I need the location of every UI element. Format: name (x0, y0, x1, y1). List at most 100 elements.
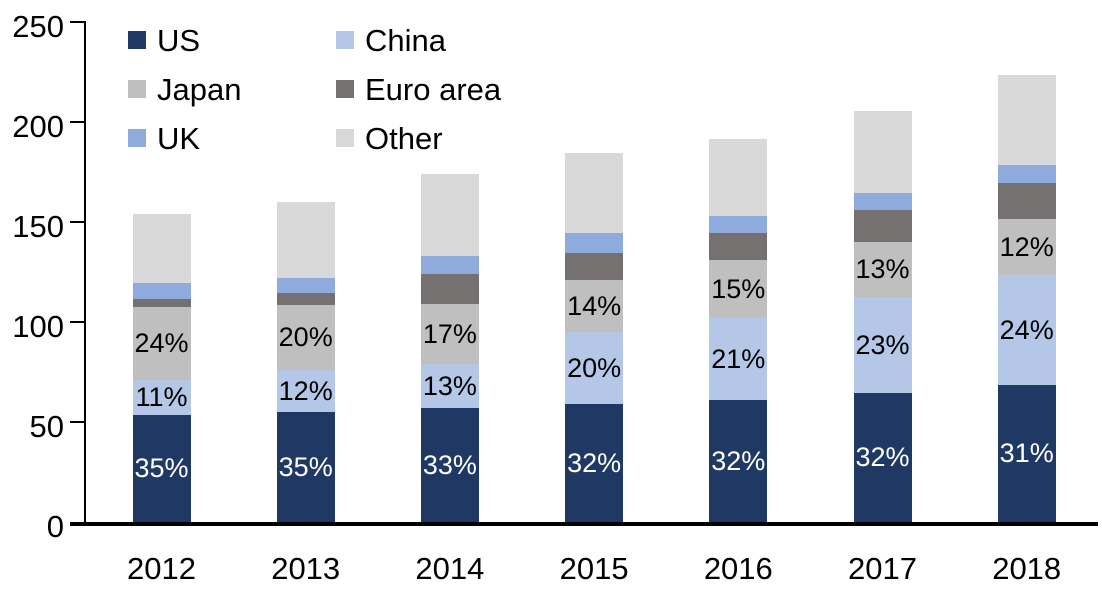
bar-segment-china-2015 (565, 332, 624, 404)
legend-item-other: Other (336, 120, 443, 156)
bar-segment-euro-area-2017 (853, 210, 912, 242)
bar-segment-japan-2013 (276, 305, 335, 370)
legend-swatch-uk (128, 129, 146, 147)
y-tick-label-50: 50 (29, 409, 64, 444)
bar-segment-uk-2012 (132, 283, 191, 299)
y-tick-250 (69, 20, 86, 24)
year-label-2013: 2013 (271, 551, 341, 586)
legend-label-other: Other (365, 120, 443, 156)
year-label-2018: 2018 (992, 551, 1062, 586)
bar-segment-uk-2016 (709, 216, 768, 233)
bar-segment-euro-area-2012 (132, 299, 191, 307)
segment-label-japan-2015: 14% (567, 290, 622, 321)
segment-label-china-2018: 24% (999, 314, 1054, 345)
legend-label-uk: UK (157, 120, 201, 156)
bar-segment-euro-area-2016 (709, 233, 768, 260)
bar-segment-euro-area-2013 (276, 293, 335, 305)
bar-segment-other-2017 (853, 111, 912, 193)
year-label-2017: 2017 (848, 551, 917, 586)
legend-swatch-us (128, 31, 146, 49)
legend-item-us: US (128, 22, 201, 58)
bar-segment-us-2015 (565, 404, 624, 522)
bar-segment-japan-2012 (132, 307, 191, 380)
segment-label-japan-2012: 24% (134, 328, 189, 358)
legend-swatch-japan (128, 80, 146, 98)
bar-segment-euro-area-2015 (565, 253, 624, 280)
legend-label-us: US (157, 22, 201, 58)
segment-label-us-2012: 35% (134, 453, 189, 483)
segment-label-japan-2013: 20% (278, 322, 333, 352)
legend-item-euro-area: Euro area (336, 71, 502, 107)
legend-label-japan: Japan (157, 71, 242, 107)
chart-legend: US China Japan Euro area UK Other (0, 0, 700, 170)
year-label-2012: 2012 (127, 551, 196, 586)
bar-segment-other-2013 (276, 202, 335, 278)
segment-label-us-2016: 32% (711, 445, 766, 476)
segment-label-china-2014: 13% (422, 370, 477, 401)
year-label-2016: 2016 (703, 551, 773, 586)
year-label-2015: 2015 (559, 551, 629, 586)
segment-label-us-2015: 32% (567, 447, 622, 478)
bar-segment-uk-2014 (420, 256, 479, 274)
segment-label-us-2018: 31% (999, 438, 1054, 468)
y-tick-label-100: 100 (12, 309, 64, 344)
y-axis-line (83, 22, 86, 526)
y-tick-50 (69, 420, 86, 424)
bar-segment-china-2014 (420, 364, 479, 408)
bar-segment-other-2016 (709, 139, 768, 216)
bar-segment-uk-2017 (853, 193, 912, 210)
bar-segment-us-2013 (276, 412, 335, 522)
bar-segment-japan-2018 (997, 219, 1056, 275)
legend-swatch-other (336, 129, 354, 147)
segment-label-japan-2016: 15% (711, 273, 766, 304)
segment-label-japan-2014: 17% (422, 318, 477, 349)
segment-label-china-2016: 21% (711, 343, 766, 374)
legend-swatch-china (336, 31, 354, 49)
segment-label-china-2012: 11% (135, 382, 188, 412)
segment-label-us-2017: 32% (855, 442, 910, 472)
bar-segment-china-2012 (132, 380, 191, 415)
bar-segment-uk-2018 (997, 165, 1056, 183)
bar-segment-other-2015 (565, 153, 624, 233)
segment-label-japan-2017: 13% (855, 254, 910, 284)
legend-item-uk: UK (128, 120, 201, 156)
segment-label-us-2013: 35% (278, 451, 333, 482)
y-tick-label-0: 0 (46, 509, 64, 544)
legend-label-china: China (365, 22, 446, 58)
legend-item-china: China (336, 22, 446, 58)
bar-segment-china-2013 (276, 370, 335, 412)
bar-segment-japan-2015 (565, 280, 624, 332)
legend-swatch-euro-area (336, 80, 354, 98)
bar-segment-uk-2015 (565, 233, 624, 253)
x-axis-line (69, 522, 1098, 526)
bar-segment-china-2018 (997, 275, 1056, 385)
bar-segment-euro-area-2018 (997, 183, 1056, 219)
bar-segment-japan-2014 (420, 304, 479, 364)
bar-segment-china-2016 (709, 318, 768, 400)
bar-segment-us-2012 (132, 415, 191, 522)
bar-segment-us-2016 (709, 400, 768, 522)
y-tick-label-150: 150 (12, 209, 64, 244)
y-tick-100 (69, 320, 86, 324)
segment-label-japan-2018: 12% (999, 231, 1054, 262)
y-tick-150 (69, 220, 86, 224)
bar-segment-uk-2013 (276, 278, 335, 293)
segment-label-china-2013: 12% (278, 375, 333, 406)
segment-label-china-2015: 20% (567, 352, 622, 383)
bar-segment-other-2018 (997, 75, 1056, 165)
y-tick-label-200: 200 (12, 109, 64, 144)
y-tick-200 (69, 120, 86, 124)
bar-segment-japan-2016 (709, 260, 768, 318)
bar-segment-japan-2017 (853, 242, 912, 297)
bar-segment-other-2012 (132, 214, 191, 283)
bar-segment-us-2014 (420, 408, 479, 522)
bar-segment-euro-area-2014 (420, 274, 479, 304)
segment-label-china-2017: 23% (855, 329, 910, 360)
bar-segment-other-2014 (420, 174, 479, 256)
legend-label-euro-area: Euro area (365, 71, 502, 107)
year-label-2014: 2014 (415, 551, 485, 586)
y-tick-label-250: 250 (12, 9, 64, 44)
legend-item-japan: Japan (128, 71, 242, 107)
bar-segment-us-2018 (997, 385, 1056, 522)
